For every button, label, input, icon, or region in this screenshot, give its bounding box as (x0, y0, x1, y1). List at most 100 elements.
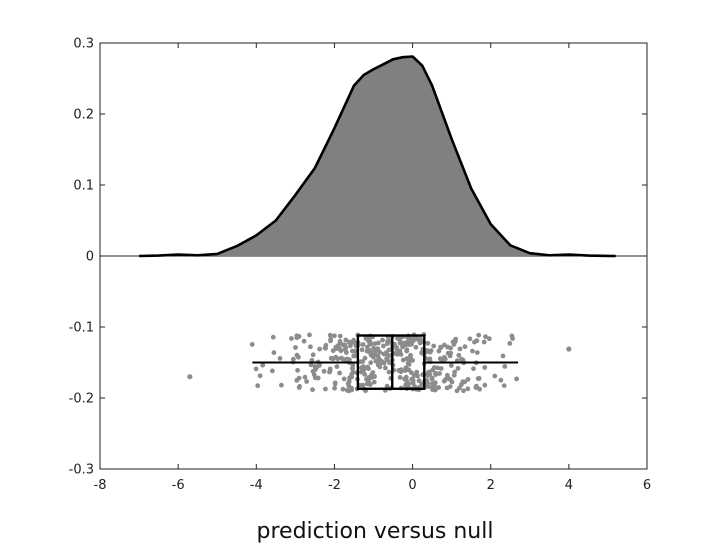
data-point (455, 366, 461, 371)
data-point (338, 348, 344, 354)
x-tick-label: 2 (487, 478, 495, 493)
data-point (424, 348, 430, 353)
data-point (399, 367, 404, 373)
data-point (475, 376, 481, 381)
density-area (139, 56, 616, 256)
data-point (410, 338, 416, 344)
data-point (471, 366, 476, 372)
data-point (295, 367, 300, 373)
x-tick-label: 4 (565, 478, 573, 493)
data-point (304, 379, 309, 384)
data-point (397, 375, 403, 380)
data-point (271, 350, 277, 355)
data-point (465, 386, 471, 392)
data-point (364, 376, 369, 382)
data-point (308, 344, 313, 350)
data-point (410, 358, 415, 363)
data-point (470, 348, 475, 354)
data-point (381, 343, 386, 349)
data-point (365, 344, 370, 350)
data-point (270, 368, 275, 374)
data-point (462, 344, 468, 350)
data-point (323, 386, 328, 392)
data-point (301, 338, 307, 344)
data-point (397, 349, 403, 354)
data-point (339, 355, 344, 361)
data-point (376, 340, 381, 346)
data-point (348, 343, 353, 349)
data-point (400, 357, 406, 363)
data-point (260, 362, 266, 368)
data-point (477, 386, 482, 392)
data-point (352, 353, 358, 359)
data-point (350, 362, 356, 368)
data-point (334, 364, 340, 369)
data-point (481, 339, 487, 345)
data-point (408, 354, 413, 359)
data-point (380, 337, 385, 343)
data-point (500, 353, 506, 359)
data-point (337, 370, 342, 376)
data-point (451, 372, 457, 378)
data-point (310, 352, 316, 358)
data-point (404, 356, 410, 361)
x-tick-label: -8 (94, 478, 107, 493)
data-point (302, 374, 308, 380)
data-point (492, 373, 498, 379)
data-point (514, 376, 519, 382)
data-point (345, 381, 351, 386)
y-tick-label: 0 (86, 250, 94, 265)
data-point (438, 366, 444, 371)
data-point (340, 386, 346, 392)
data-point (364, 381, 370, 387)
data-point (380, 359, 385, 365)
data-point (296, 385, 302, 390)
data-point (451, 341, 457, 347)
data-point (385, 339, 391, 345)
data-point (341, 376, 347, 382)
data-point (472, 339, 477, 345)
data-point (417, 339, 423, 345)
data-point (294, 335, 300, 341)
x-tick-label: -6 (172, 478, 185, 493)
data-point (327, 332, 333, 338)
data-point (375, 353, 381, 359)
data-point (293, 345, 298, 350)
data-point (362, 372, 368, 377)
data-point (413, 344, 419, 350)
x-tick-label: 6 (643, 478, 651, 493)
data-point (332, 381, 338, 387)
data-point (507, 341, 513, 346)
data-point (340, 342, 346, 348)
data-point (502, 364, 508, 369)
data-point (467, 336, 473, 342)
data-point (387, 360, 392, 366)
data-point (457, 346, 463, 352)
data-point (372, 374, 377, 379)
data-point (483, 334, 488, 340)
data-point (279, 382, 284, 388)
data-point (310, 387, 315, 393)
data-point (476, 332, 482, 338)
data-point (321, 368, 327, 374)
data-point (437, 371, 442, 376)
data-point (442, 356, 448, 362)
data-point (501, 383, 507, 388)
data-point (347, 357, 352, 362)
data-point (432, 387, 438, 393)
data-point (370, 354, 376, 360)
data-point (294, 378, 300, 383)
y-tick-label: -0.1 (69, 321, 94, 336)
x-tick-label: -2 (328, 478, 341, 493)
data-point (461, 388, 466, 394)
data-point (425, 340, 431, 346)
data-point (444, 385, 450, 391)
data-point (249, 342, 255, 347)
data-point (335, 343, 341, 348)
data-point (255, 383, 261, 389)
data-point (270, 334, 276, 340)
data-point (335, 356, 341, 362)
data-point (307, 332, 312, 338)
data-point (384, 356, 389, 362)
data-point (392, 350, 398, 356)
